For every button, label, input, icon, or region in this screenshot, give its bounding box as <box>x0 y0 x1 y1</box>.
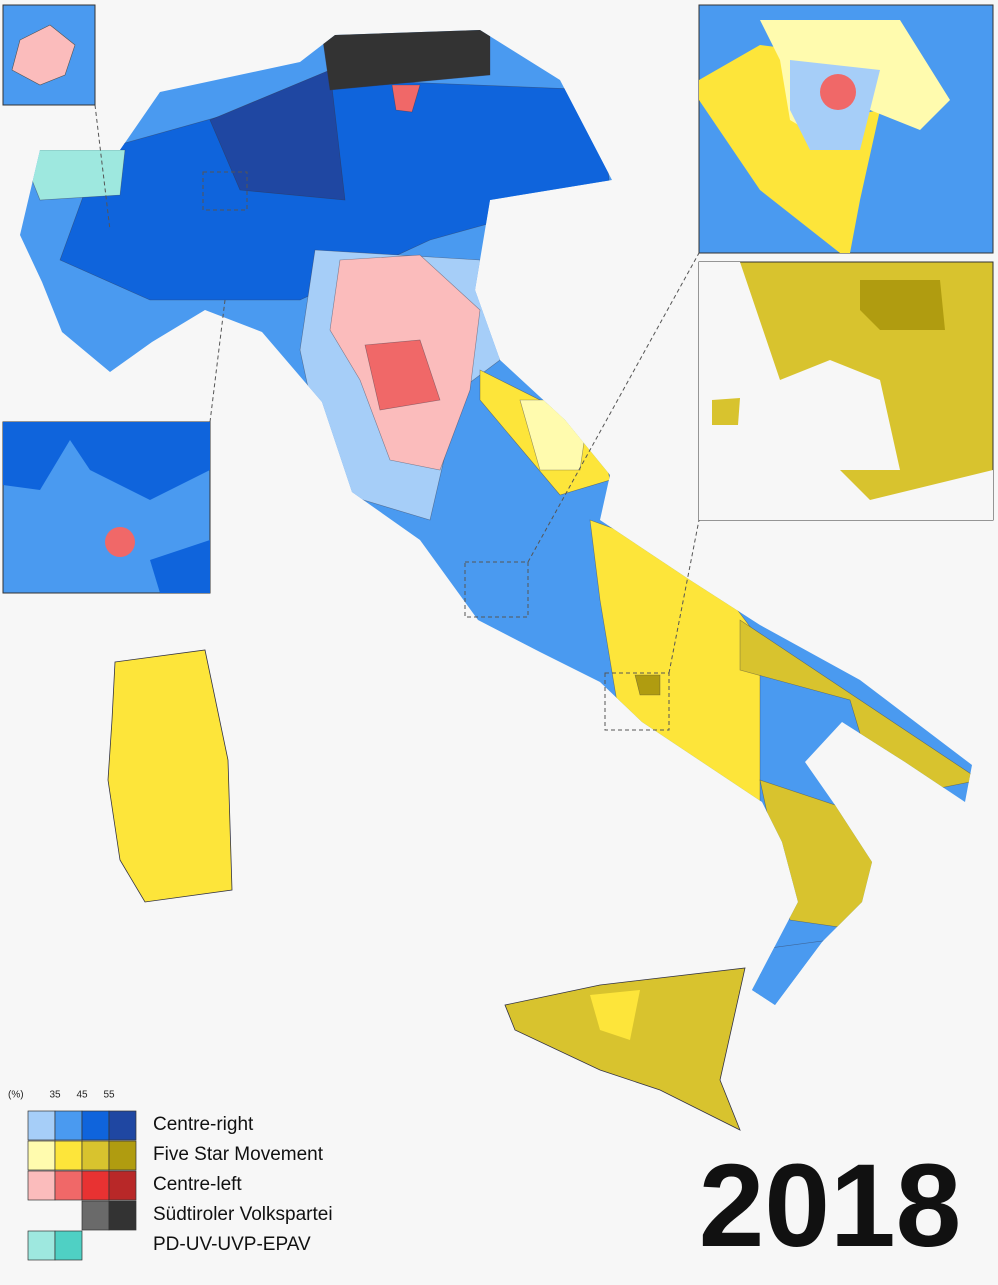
legend-threshold: 45 <box>76 1090 88 1101</box>
legend-swatch <box>108 1140 137 1171</box>
legend-swatch <box>54 1110 83 1141</box>
legend-swatch <box>108 1110 137 1141</box>
sicily-region <box>590 990 640 1040</box>
legend-swatch <box>81 1140 110 1171</box>
legend-swatch <box>81 1200 110 1231</box>
inset-marker <box>202 171 248 211</box>
legend-threshold: 55 <box>103 1090 115 1101</box>
sicily <box>504 967 746 1131</box>
legend: (%) 35 45 55 Centre-right Five Star Movement… <box>8 1090 333 1261</box>
legend-label: PD-UV-UVP-EPAV <box>153 1234 311 1255</box>
inset-milan <box>2 421 211 594</box>
legend-label: Centre-left <box>153 1174 242 1195</box>
legend-swatch <box>27 1230 56 1261</box>
legend-swatch <box>54 1230 83 1261</box>
legend-swatch <box>81 1170 110 1201</box>
legend-swatch <box>27 1170 56 1201</box>
inset-turin <box>2 4 96 106</box>
legend-label: Centre-right <box>153 1114 254 1135</box>
legend-swatch <box>54 1170 83 1201</box>
legend-swatch <box>81 1110 110 1141</box>
legend-swatch <box>27 1140 56 1171</box>
legend-swatch <box>54 1140 83 1171</box>
legend-label: Five Star Movement <box>153 1144 324 1165</box>
legend-unit: (%) <box>8 1090 24 1101</box>
inset-rome <box>698 4 994 254</box>
legend-label: Südtiroler Volkspartei <box>153 1204 333 1225</box>
inset-connector <box>527 252 700 563</box>
inset-naples <box>698 261 994 521</box>
inset-connector <box>668 519 700 674</box>
year-label: 2018 <box>699 1140 962 1272</box>
legend-threshold: 35 <box>49 1090 61 1101</box>
inset-marker <box>604 672 670 731</box>
inset-marker <box>464 561 529 618</box>
legend-swatch <box>108 1200 137 1231</box>
sardinia <box>107 649 233 903</box>
legend-swatch <box>27 1110 56 1141</box>
legend-swatch <box>108 1170 137 1201</box>
